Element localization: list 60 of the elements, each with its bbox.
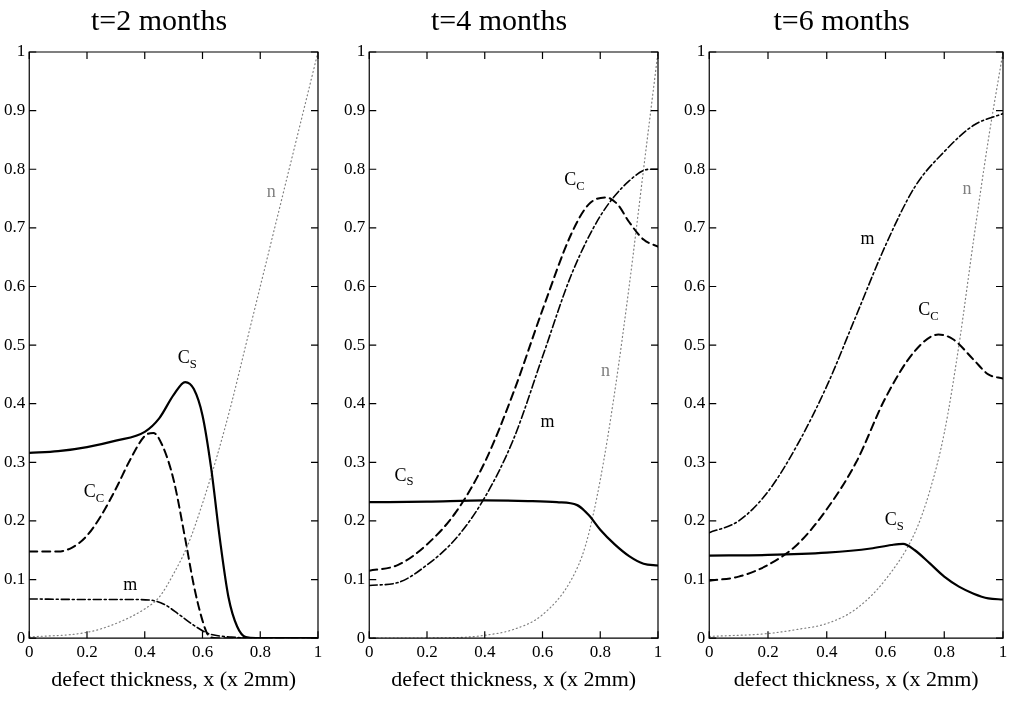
y-tick-label: 0.4 bbox=[684, 393, 706, 413]
series-label: n bbox=[266, 181, 276, 202]
y-tick-label: 0.6 bbox=[684, 275, 706, 295]
x-tick-label: 0.8 bbox=[933, 641, 955, 661]
x-tick-label: 0.2 bbox=[416, 641, 438, 661]
x-tick-label: 0.2 bbox=[757, 641, 779, 661]
x-tick-label: 0.8 bbox=[589, 641, 611, 661]
chart-title: t=6 months bbox=[773, 2, 910, 36]
x-tick-label: 0.4 bbox=[134, 641, 156, 661]
y-tick-label: 0.3 bbox=[344, 451, 366, 471]
y-tick-label: 0.2 bbox=[4, 510, 26, 530]
y-tick-label: 0.1 bbox=[4, 569, 26, 589]
x-tick-label: 1 bbox=[653, 641, 663, 661]
y-tick-label: 0 bbox=[696, 627, 706, 647]
x-tick-label: 0.6 bbox=[191, 641, 214, 661]
x-tick-label: 0.8 bbox=[249, 641, 271, 661]
y-tick-label: 0.7 bbox=[684, 217, 706, 237]
x-axis-title: defect thickness, x (x 2mm) bbox=[733, 665, 979, 691]
y-tick-label: 0.8 bbox=[344, 158, 366, 178]
y-tick-label: 0 bbox=[16, 627, 26, 647]
x-tick-label: 0.6 bbox=[531, 641, 554, 661]
x-axis-title: defect thickness, x (x 2mm) bbox=[51, 665, 297, 691]
y-tick-label: 0.5 bbox=[344, 334, 366, 354]
y-tick-label: 0.5 bbox=[684, 334, 706, 354]
y-tick-label: 0.3 bbox=[684, 451, 706, 471]
series-label: n bbox=[601, 359, 611, 380]
y-tick-label: 0.3 bbox=[4, 451, 26, 471]
y-tick-label: 0.1 bbox=[684, 569, 706, 589]
x-tick-label: 0.2 bbox=[76, 641, 98, 661]
y-tick-label: 0.7 bbox=[344, 217, 366, 237]
y-tick-label: 0.4 bbox=[4, 393, 26, 413]
y-tick-label: 1 bbox=[356, 41, 366, 61]
x-tick-label: 0.4 bbox=[474, 641, 496, 661]
x-tick-label: 0.4 bbox=[816, 641, 838, 661]
y-tick-label: 0.4 bbox=[344, 393, 366, 413]
series-label: m bbox=[860, 228, 875, 249]
chart-title: t=2 months bbox=[90, 2, 228, 36]
y-tick-label: 0.6 bbox=[344, 275, 366, 295]
y-tick-label: 0.9 bbox=[684, 100, 706, 120]
series-label: m bbox=[540, 411, 555, 432]
y-tick-label: 1 bbox=[696, 41, 706, 61]
series-label: m bbox=[123, 574, 138, 595]
x-tick-label: 0.6 bbox=[874, 641, 897, 661]
series-label: n bbox=[962, 178, 972, 199]
y-tick-label: 0.6 bbox=[4, 275, 26, 295]
x-tick-label: 1 bbox=[313, 641, 323, 661]
y-tick-label: 0.8 bbox=[4, 158, 26, 178]
y-tick-label: 0.2 bbox=[344, 510, 366, 530]
y-tick-label: 0.2 bbox=[684, 510, 706, 530]
y-tick-label: 0.5 bbox=[4, 334, 26, 354]
y-tick-label: 1 bbox=[16, 41, 26, 61]
x-axis-title: defect thickness, x (x 2mm) bbox=[391, 665, 637, 691]
y-tick-label: 0.9 bbox=[344, 100, 366, 120]
y-tick-label: 0.9 bbox=[4, 100, 26, 120]
y-tick-label: 0.7 bbox=[4, 217, 26, 237]
y-tick-label: 0.8 bbox=[684, 158, 706, 178]
y-tick-label: 0.1 bbox=[344, 569, 366, 589]
y-tick-label: 0 bbox=[356, 627, 366, 647]
chart-title: t=4 months bbox=[430, 2, 568, 36]
x-tick-label: 1 bbox=[998, 641, 1008, 661]
